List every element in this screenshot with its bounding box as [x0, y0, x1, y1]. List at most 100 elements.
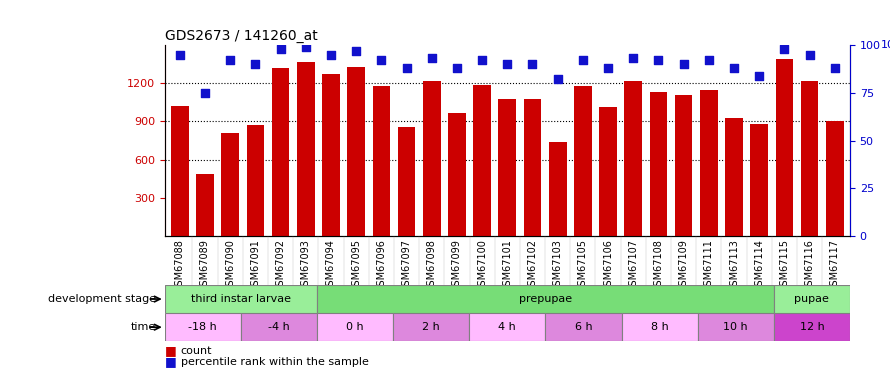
- Text: GSM67097: GSM67097: [401, 238, 411, 292]
- Text: pupae: pupae: [795, 294, 829, 304]
- Bar: [621, 313, 698, 341]
- Bar: [549, 142, 567, 236]
- Text: GSM67102: GSM67102: [528, 238, 538, 292]
- Point: [727, 65, 741, 71]
- Text: GSM67091: GSM67091: [250, 238, 261, 292]
- Bar: [750, 124, 768, 236]
- Bar: [498, 99, 516, 236]
- Point: [777, 46, 791, 52]
- Point: [601, 65, 615, 71]
- Bar: [599, 108, 617, 236]
- Text: GSM67094: GSM67094: [326, 238, 336, 292]
- Bar: [826, 122, 844, 236]
- Bar: [347, 67, 365, 236]
- Bar: [241, 313, 317, 341]
- Bar: [423, 81, 441, 236]
- Bar: [222, 133, 239, 236]
- Bar: [473, 84, 491, 236]
- Point: [425, 56, 439, 62]
- Text: GSM67114: GSM67114: [754, 238, 765, 292]
- Bar: [469, 313, 546, 341]
- Bar: [297, 62, 314, 236]
- Text: GSM67095: GSM67095: [352, 238, 361, 292]
- Bar: [196, 174, 214, 236]
- Point: [400, 65, 414, 71]
- Text: ■: ■: [165, 344, 176, 357]
- Point: [676, 61, 691, 67]
- Text: GSM67090: GSM67090: [225, 238, 235, 292]
- Point: [475, 57, 490, 63]
- Text: GSM67098: GSM67098: [426, 238, 437, 292]
- Text: GSM67106: GSM67106: [603, 238, 613, 292]
- Point: [627, 56, 641, 62]
- Text: -4 h: -4 h: [268, 322, 290, 332]
- Bar: [271, 68, 289, 236]
- Text: GSM67099: GSM67099: [452, 238, 462, 292]
- Bar: [373, 86, 390, 236]
- Text: 10 h: 10 h: [724, 322, 748, 332]
- Text: GSM67111: GSM67111: [704, 238, 714, 292]
- Point: [500, 61, 514, 67]
- Text: GSM67096: GSM67096: [376, 238, 386, 292]
- Point: [828, 65, 842, 71]
- Text: GSM67113: GSM67113: [729, 238, 739, 292]
- Text: GSM67107: GSM67107: [628, 238, 638, 292]
- Text: development stage: development stage: [48, 294, 156, 304]
- Point: [752, 73, 766, 79]
- Point: [349, 48, 363, 54]
- Point: [374, 57, 388, 63]
- Point: [273, 46, 287, 52]
- Point: [324, 51, 338, 57]
- Bar: [773, 285, 850, 313]
- Bar: [398, 127, 416, 236]
- Bar: [448, 112, 465, 236]
- Bar: [725, 118, 743, 236]
- Text: GSM67105: GSM67105: [578, 238, 588, 292]
- Text: 12 h: 12 h: [799, 322, 824, 332]
- Bar: [546, 313, 621, 341]
- Bar: [322, 74, 340, 236]
- Bar: [675, 95, 692, 236]
- Point: [576, 57, 590, 63]
- Point: [803, 51, 817, 57]
- Text: GSM67100: GSM67100: [477, 238, 487, 292]
- Text: GDS2673 / 141260_at: GDS2673 / 141260_at: [165, 28, 318, 43]
- Point: [551, 76, 565, 82]
- Bar: [171, 106, 189, 236]
- Text: percentile rank within the sample: percentile rank within the sample: [181, 357, 368, 367]
- Text: GSM67089: GSM67089: [200, 238, 210, 292]
- Point: [651, 57, 666, 63]
- Bar: [650, 92, 668, 236]
- Text: GSM67115: GSM67115: [780, 238, 789, 292]
- Bar: [247, 125, 264, 236]
- Text: GSM67116: GSM67116: [805, 238, 814, 292]
- Bar: [165, 285, 317, 313]
- Bar: [165, 313, 241, 341]
- Point: [701, 57, 716, 63]
- Bar: [317, 285, 773, 313]
- Text: 2 h: 2 h: [422, 322, 440, 332]
- Bar: [775, 59, 793, 236]
- Text: 6 h: 6 h: [575, 322, 592, 332]
- Text: 0 h: 0 h: [346, 322, 364, 332]
- Bar: [625, 81, 642, 236]
- Text: 8 h: 8 h: [651, 322, 668, 332]
- Bar: [317, 313, 393, 341]
- Text: time: time: [131, 322, 156, 332]
- Bar: [523, 99, 541, 236]
- Point: [525, 61, 539, 67]
- Text: GSM67117: GSM67117: [829, 238, 840, 292]
- Text: GSM67108: GSM67108: [653, 238, 663, 292]
- Bar: [700, 90, 717, 236]
- Bar: [393, 313, 469, 341]
- Text: GSM67093: GSM67093: [301, 238, 311, 292]
- Text: -18 h: -18 h: [189, 322, 217, 332]
- Text: GSM67109: GSM67109: [679, 238, 689, 292]
- Text: third instar larvae: third instar larvae: [190, 294, 291, 304]
- Point: [173, 51, 187, 57]
- Text: 100%: 100%: [881, 40, 890, 50]
- Point: [449, 65, 464, 71]
- Point: [198, 90, 212, 96]
- Point: [299, 44, 313, 50]
- Point: [248, 61, 263, 67]
